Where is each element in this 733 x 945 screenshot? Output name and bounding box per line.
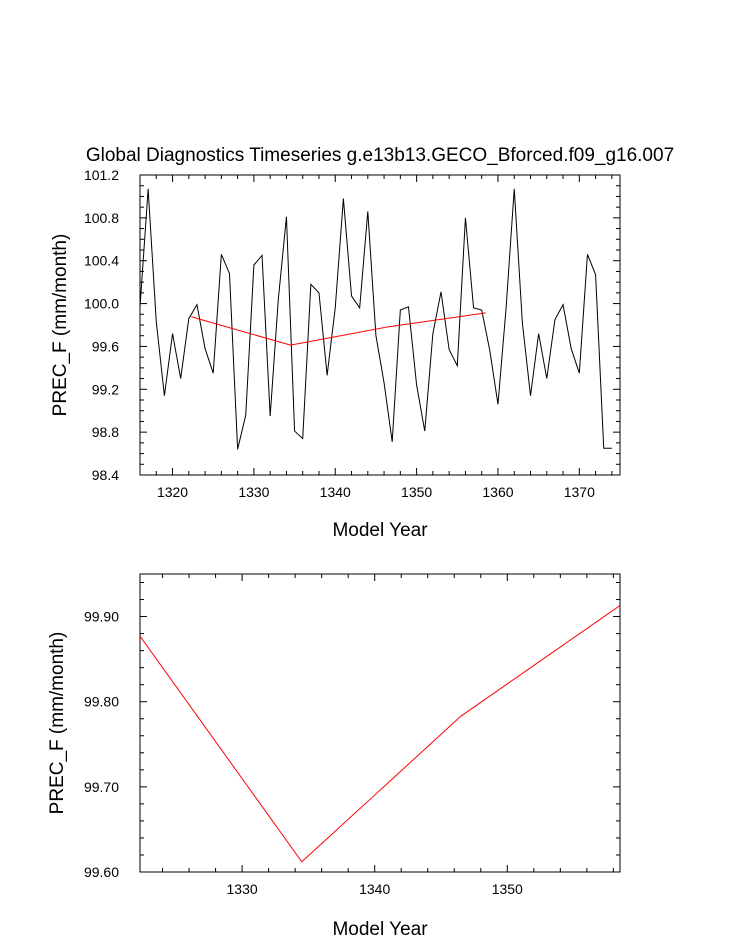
y-tick-label: 100.4 — [84, 253, 119, 269]
y-tick-label: 100.0 — [84, 296, 119, 312]
y-tick-label: 99.80 — [84, 694, 119, 710]
y-tick-label: 99.90 — [84, 609, 119, 625]
x-axis-title: Model Year — [332, 919, 428, 940]
y-tick-label: 101.2 — [84, 167, 119, 183]
x-tick-label: 1360 — [482, 484, 513, 500]
x-tick-label: 1350 — [401, 484, 432, 500]
y-axis-title: PREC_F (mm/month) — [47, 632, 68, 815]
chart-title: Global Diagnostics Timeseries g.e13b13.G… — [86, 145, 674, 166]
y-tick-label: 98.8 — [92, 424, 119, 440]
x-tick-label: 1340 — [320, 484, 351, 500]
bottom-running-mean-panel: 1330 1340 1350 99.60 99.70 99.80 99.90 Model Ye… — [47, 573, 621, 940]
x-tick-label: 1330 — [238, 484, 269, 500]
x-tick-label: 1330 — [227, 881, 258, 897]
series-line-annual — [140, 188, 612, 450]
x-tick-label: 1320 — [157, 484, 188, 500]
x-tick-label: 1350 — [492, 881, 523, 897]
y-tick-label: 98.4 — [92, 467, 119, 483]
x-tick-label: 1340 — [359, 881, 390, 897]
y-tick-label: 100.8 — [84, 210, 119, 226]
plot-frame — [139, 174, 621, 476]
y-tick-label: 99.2 — [92, 381, 119, 397]
y-tick-label: 99.6 — [92, 338, 119, 354]
y-tick-label: 99.70 — [84, 779, 119, 795]
plot-frame — [139, 573, 621, 873]
x-axis-title: Model Year — [332, 520, 428, 541]
series-line-running-mean — [191, 312, 486, 346]
x-tick-label: 1370 — [564, 484, 595, 500]
top-timeseries-panel: 1320 1330 1340 1350 1360 1370 98.4 98.8 99.2 99.6… — [50, 145, 674, 541]
y-axis-title: PREC_F (mm/month) — [50, 234, 71, 417]
y-tick-label: 99.60 — [84, 864, 119, 880]
series-line-running-mean — [140, 605, 620, 863]
